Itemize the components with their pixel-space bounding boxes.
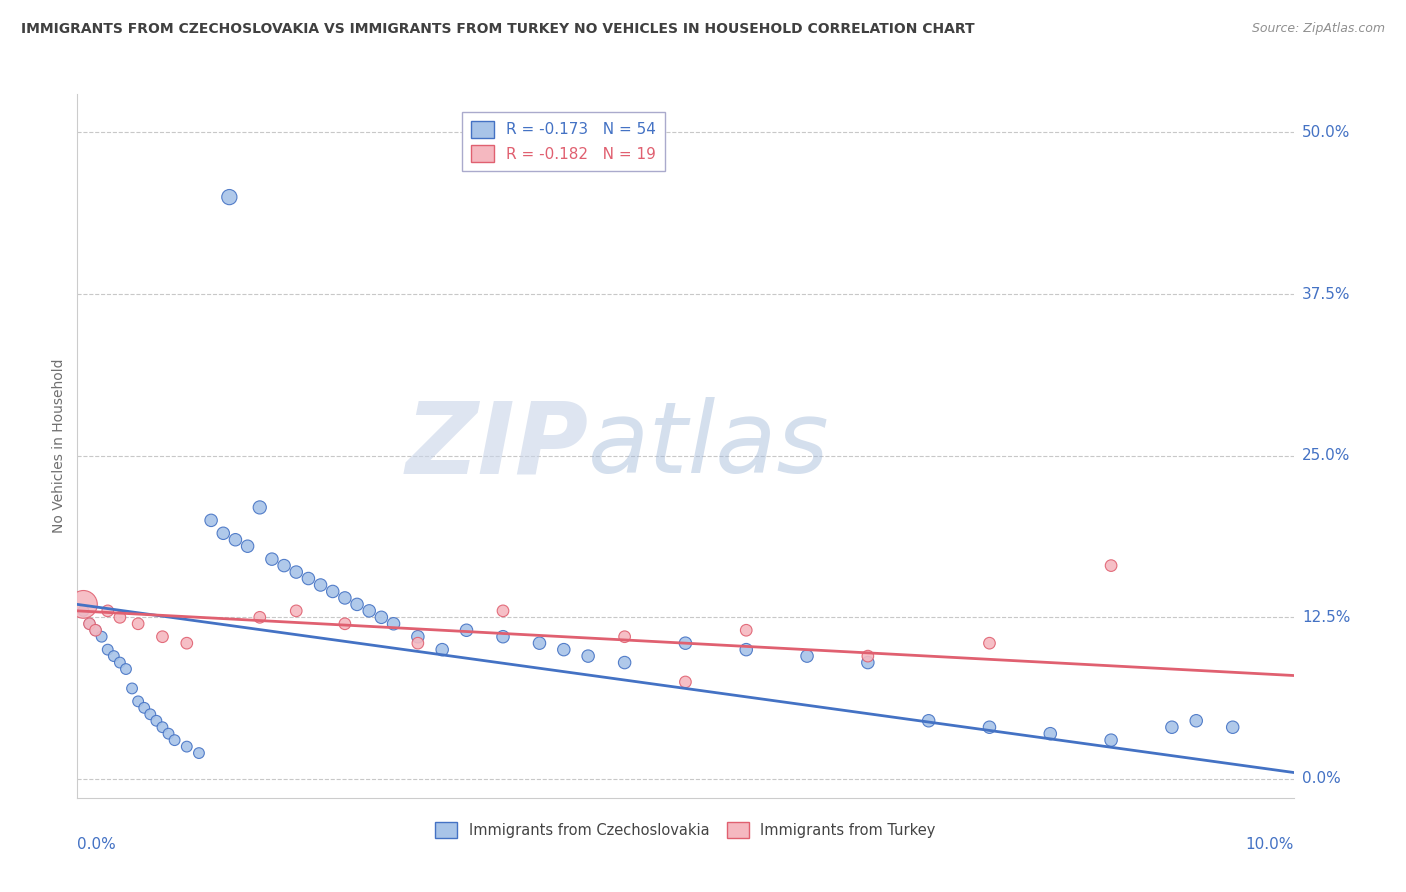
Point (145, 714, 167, 728)
Point (285, 565, 308, 579)
Point (176, 739, 198, 754)
Point (1099, 733, 1122, 747)
Point (796, 649, 818, 664)
Point (108, 656, 131, 670)
Point (90, 630, 112, 644)
Point (1039, 727, 1062, 741)
Point (249, 500, 271, 515)
Point (370, 610, 392, 624)
Point (613, 630, 636, 644)
Legend: Immigrants from Czechoslovakia, Immigrants from Turkey: Immigrants from Czechoslovakia, Immigran… (429, 816, 942, 844)
Point (856, 656, 879, 670)
Text: atlas: atlas (588, 398, 830, 494)
Point (236, 539, 259, 553)
Point (97, 642, 120, 657)
Point (735, 642, 758, 657)
Point (260, 552, 283, 566)
Point (529, 636, 551, 650)
Point (406, 630, 429, 644)
Point (576, 649, 599, 664)
Point (72, 604, 94, 618)
Point (918, 714, 941, 728)
Point (675, 675, 697, 690)
Point (553, 642, 575, 657)
Point (212, 526, 235, 541)
Point (152, 630, 174, 644)
Point (492, 630, 515, 644)
Point (163, 733, 186, 747)
Text: Source: ZipAtlas.com: Source: ZipAtlas.com (1251, 22, 1385, 36)
Text: 12.5%: 12.5% (1302, 610, 1350, 624)
Point (309, 578, 332, 592)
Point (856, 649, 879, 664)
Point (979, 636, 1001, 650)
Text: 0.0%: 0.0% (77, 838, 117, 852)
Point (359, 604, 381, 618)
Text: 25.0%: 25.0% (1302, 448, 1350, 463)
Point (218, 190, 240, 204)
Point (297, 572, 319, 586)
Point (97, 604, 120, 618)
Point (492, 604, 515, 618)
Text: 0.0%: 0.0% (1302, 772, 1340, 787)
Point (675, 636, 697, 650)
Point (273, 558, 295, 573)
Point (188, 746, 211, 760)
Point (200, 513, 222, 527)
Point (127, 694, 149, 708)
Point (333, 616, 356, 631)
Point (249, 610, 271, 624)
Text: 50.0%: 50.0% (1302, 125, 1350, 140)
Point (613, 656, 636, 670)
Point (152, 720, 174, 734)
Point (224, 533, 246, 547)
Point (84, 624, 107, 638)
Point (108, 610, 131, 624)
Point (139, 707, 162, 722)
Point (134, 701, 156, 715)
Point (979, 720, 1001, 734)
Point (121, 681, 143, 696)
Point (382, 616, 405, 631)
Point (79, 616, 101, 631)
Point (430, 642, 453, 657)
Point (79, 616, 101, 631)
Point (322, 584, 344, 599)
Point (1161, 720, 1184, 734)
Text: 10.0%: 10.0% (1246, 838, 1294, 852)
Point (406, 636, 429, 650)
Text: IMMIGRANTS FROM CZECHOSLOVAKIA VS IMMIGRANTS FROM TURKEY NO VEHICLES IN HOUSEHOL: IMMIGRANTS FROM CZECHOSLOVAKIA VS IMMIGR… (21, 22, 974, 37)
Point (735, 624, 758, 638)
Point (176, 636, 198, 650)
Point (1099, 558, 1122, 573)
Point (456, 624, 478, 638)
Y-axis label: No Vehicles in Household: No Vehicles in Household (52, 359, 66, 533)
Point (1185, 714, 1208, 728)
Point (72, 598, 94, 612)
Point (346, 598, 368, 612)
Point (115, 662, 138, 676)
Point (103, 649, 125, 664)
Point (84, 624, 107, 638)
Text: 37.5%: 37.5% (1302, 286, 1350, 301)
Point (127, 616, 149, 631)
Point (157, 727, 180, 741)
Point (333, 591, 356, 605)
Point (285, 604, 308, 618)
Text: ZIP: ZIP (405, 398, 588, 494)
Point (1222, 720, 1244, 734)
